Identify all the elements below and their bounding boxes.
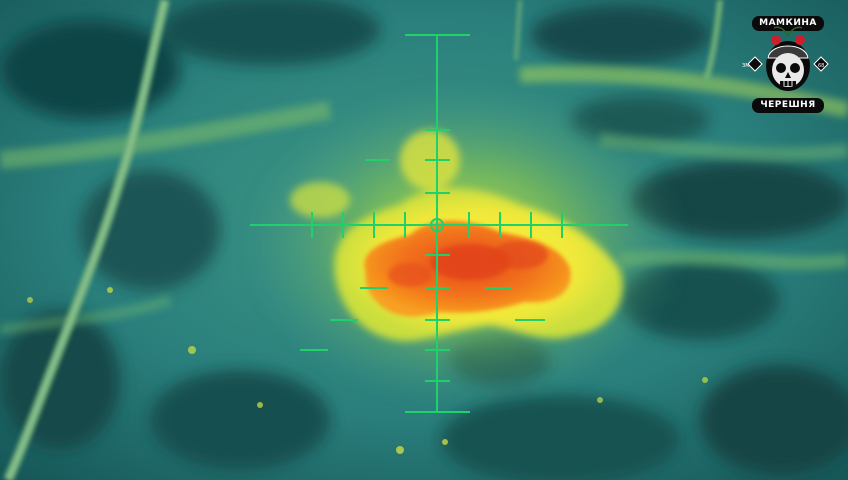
logo-side-right-text: 68 (818, 63, 825, 69)
channel-logo: МАМКИНА ЧЕРЕШНЯ ЗМ 68 (738, 14, 838, 116)
dirt-track (3, 0, 723, 480)
logo-top-text: МАМКИНА (759, 18, 817, 28)
skull-cherry-icon (747, 16, 829, 113)
hot-spots (388, 241, 548, 287)
warm-specks (27, 287, 708, 454)
logo-bottom-text: ЧЕРЕШНЯ (760, 100, 816, 110)
crosshair-icon (250, 34, 628, 413)
logo-side-left-text: ЗМ (742, 63, 750, 69)
